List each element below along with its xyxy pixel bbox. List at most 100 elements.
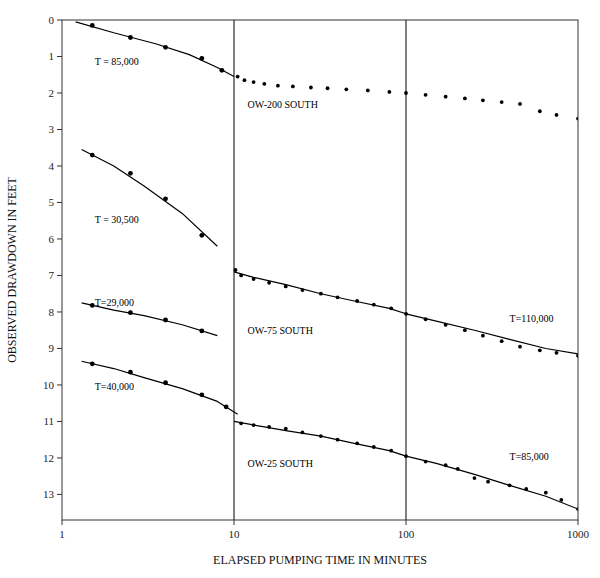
data-point: [267, 425, 271, 429]
data-point: [444, 323, 448, 327]
reference-line: [406, 20, 407, 520]
y-tick: [57, 129, 62, 130]
data-point: [404, 454, 408, 458]
data-point: [224, 404, 229, 409]
data-point: [444, 95, 448, 99]
data-point: [252, 80, 256, 84]
data-point: [336, 438, 340, 442]
y-tick-label: 8: [49, 306, 55, 318]
data-point: [239, 274, 243, 278]
data-point: [90, 23, 95, 28]
data-point: [456, 467, 460, 471]
plot-area: [62, 20, 578, 520]
data-point: [236, 75, 240, 79]
data-point: [559, 498, 563, 502]
y-tick-label: 3: [49, 123, 55, 135]
data-point: [524, 487, 528, 491]
data-point: [199, 329, 204, 334]
annotation: T=29,000: [95, 297, 134, 308]
data-point: [163, 380, 168, 385]
data-point: [199, 56, 204, 61]
data-point: [538, 109, 542, 113]
y-tick: [57, 384, 62, 385]
x-axis-label: ELAPSED PUMPING TIME IN MINUTES: [213, 553, 427, 567]
x-tick: [234, 520, 235, 525]
annotation: T=85,000: [510, 451, 549, 462]
data-point: [463, 97, 467, 101]
data-point: [276, 84, 280, 88]
data-point: [424, 460, 428, 464]
plot-data: [76, 20, 578, 520]
data-point: [344, 87, 348, 91]
data-point: [481, 98, 485, 102]
data-point: [372, 445, 376, 449]
y-tick: [57, 56, 62, 57]
data-point: [326, 86, 330, 90]
y-tick: [57, 275, 62, 276]
data-point: [544, 491, 548, 495]
data-point: [219, 68, 224, 73]
data-point: [424, 93, 428, 97]
data-point: [252, 423, 256, 427]
data-point: [473, 476, 477, 480]
data-point: [500, 339, 504, 343]
data-point: [284, 285, 288, 289]
x-tick-label: 1: [59, 528, 65, 540]
data-point: [500, 100, 504, 104]
annotation: OW-75 SOUTH: [248, 325, 313, 336]
data-point: [163, 45, 168, 50]
data-point: [355, 299, 359, 303]
data-point: [538, 348, 542, 352]
series-line: [234, 272, 578, 354]
data-point: [243, 78, 247, 82]
series-line: [76, 22, 234, 77]
data-point: [555, 351, 559, 355]
data-point: [486, 480, 490, 484]
annotation: T=40,000: [95, 381, 134, 392]
y-tick: [57, 238, 62, 239]
data-point: [372, 303, 376, 307]
y-tick: [57, 20, 62, 21]
data-point: [389, 449, 393, 453]
data-point: [319, 434, 323, 438]
data-point: [463, 328, 467, 332]
data-point: [128, 310, 133, 315]
data-point: [319, 292, 323, 296]
data-point: [309, 86, 313, 90]
data-point: [128, 35, 133, 40]
data-point: [267, 281, 271, 285]
data-point: [481, 334, 485, 338]
y-tick-label: 1: [49, 50, 55, 62]
x-tick: [62, 520, 63, 525]
y-tick: [57, 457, 62, 458]
data-point: [301, 431, 305, 435]
data-point: [163, 196, 168, 201]
y-tick: [57, 421, 62, 422]
x-tick: [406, 520, 407, 525]
data-point: [387, 90, 391, 94]
plot-frame: [62, 20, 578, 520]
y-tick-label: 0: [49, 14, 55, 26]
data-point: [508, 483, 512, 487]
y-tick-label: 11: [43, 415, 54, 427]
y-tick: [57, 311, 62, 312]
data-point: [355, 441, 359, 445]
series-line: [234, 421, 578, 509]
data-point: [239, 421, 243, 425]
data-point: [90, 153, 95, 158]
data-point: [404, 312, 408, 316]
y-tick-label: 12: [43, 452, 54, 464]
y-tick-label: 10: [43, 379, 55, 391]
data-point: [90, 361, 95, 366]
data-point: [366, 89, 370, 93]
chart: 1101001000012345678910111213ELAPSED PUMP…: [0, 0, 600, 578]
data-point: [301, 288, 305, 292]
y-tick-label: 7: [49, 269, 55, 281]
axes: 1101001000012345678910111213: [43, 14, 590, 540]
annotation: OW-200 SOUTH: [248, 99, 318, 110]
data-point: [518, 102, 522, 106]
y-tick-label: 4: [49, 160, 55, 172]
data-point: [444, 463, 448, 467]
data-point: [336, 295, 340, 299]
data-point: [404, 91, 408, 95]
